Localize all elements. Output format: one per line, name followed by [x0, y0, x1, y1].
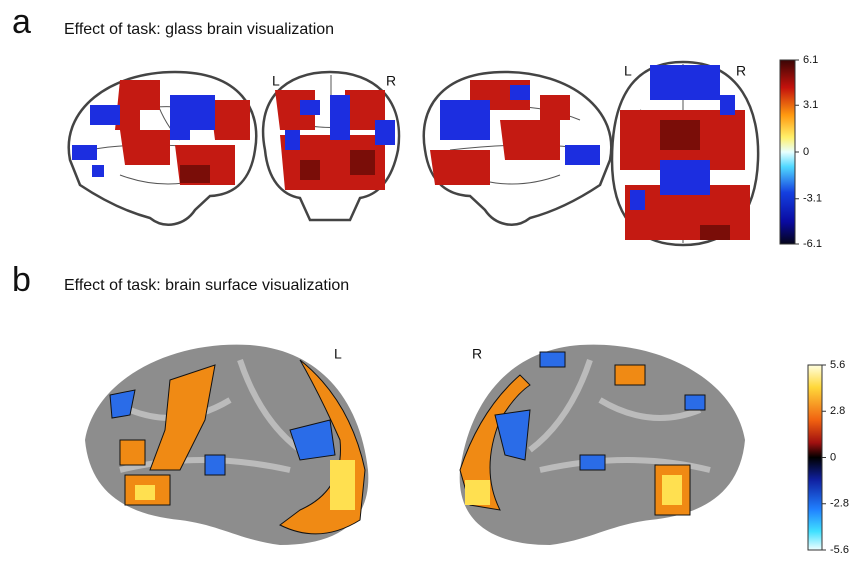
colorbar-tick-label: 2.8 — [830, 405, 845, 417]
glass-brain-coronal — [261, 70, 401, 222]
colorbar-tick-label: -6.1 — [803, 238, 822, 250]
glass-brain-axial — [610, 60, 760, 247]
colorbar-tick-label: -2.8 — [830, 498, 849, 510]
side-label: R — [472, 346, 482, 362]
colorbar-tick-label: 5.6 — [830, 359, 845, 371]
glass-brain-sagittal-right — [422, 70, 613, 226]
colorbar — [779, 59, 796, 245]
side-label: L — [624, 63, 632, 79]
side-label: R — [736, 63, 746, 79]
colorbar-tick-label: 0 — [830, 451, 836, 463]
colorbar-tick-label: -5.6 — [830, 544, 849, 556]
side-label: L — [334, 346, 342, 362]
side-label: L — [272, 73, 280, 89]
colorbar — [807, 364, 823, 551]
panel-title: Effect of task: glass brain visualizatio… — [64, 21, 334, 38]
colorbar-tick-label: 6.1 — [803, 54, 818, 66]
colorbar-tick-label: -3.1 — [803, 193, 822, 205]
panel-letter: a — [12, 3, 31, 41]
side-label: R — [386, 73, 396, 89]
colorbar-tick-label: 0 — [803, 146, 809, 158]
glass-brain-sagittal-left — [67, 70, 258, 226]
surface-right — [459, 344, 745, 545]
panel-title: Effect of task: brain surface visualizat… — [64, 277, 349, 294]
surface-left — [85, 344, 369, 545]
colorbar-tick-label: 3.1 — [803, 99, 818, 111]
panel-letter: b — [12, 261, 31, 299]
